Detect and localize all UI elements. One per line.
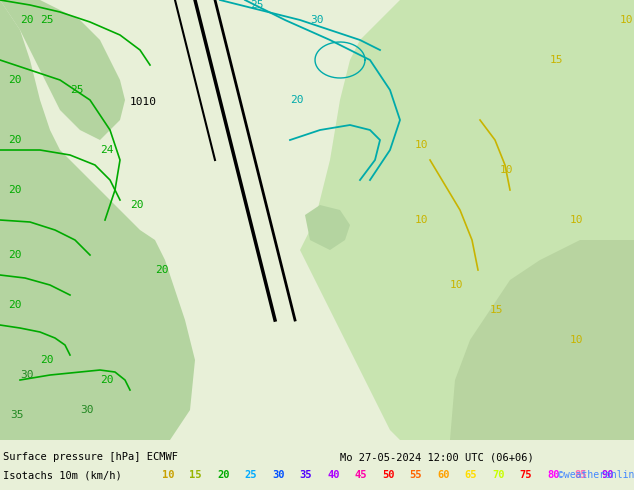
Text: 15: 15 (190, 470, 202, 480)
Text: 25: 25 (250, 0, 264, 10)
Text: 10: 10 (162, 470, 174, 480)
Text: 50: 50 (382, 470, 394, 480)
Text: 90: 90 (602, 470, 614, 480)
Text: 10: 10 (415, 140, 429, 150)
Text: 30: 30 (310, 15, 323, 25)
Text: 80: 80 (547, 470, 559, 480)
Text: 20: 20 (20, 15, 34, 25)
Text: 20: 20 (290, 95, 304, 105)
Text: 35: 35 (299, 470, 312, 480)
Text: 24: 24 (100, 145, 113, 155)
Text: 30: 30 (20, 370, 34, 380)
Text: 35: 35 (10, 410, 23, 420)
Text: 25: 25 (245, 470, 257, 480)
Text: 20: 20 (8, 135, 22, 145)
Text: 20: 20 (217, 470, 230, 480)
Text: 10: 10 (450, 280, 463, 290)
Text: 20: 20 (8, 250, 22, 260)
Polygon shape (0, 0, 195, 440)
Polygon shape (305, 205, 350, 250)
Text: 20: 20 (40, 355, 53, 365)
Text: 10: 10 (570, 335, 583, 345)
Polygon shape (400, 0, 634, 130)
Text: 20: 20 (8, 75, 22, 85)
Text: 55: 55 (410, 470, 422, 480)
Text: 20: 20 (155, 265, 169, 275)
Text: 1010: 1010 (130, 97, 157, 107)
Text: 30: 30 (80, 405, 93, 415)
Text: 30: 30 (272, 470, 285, 480)
Text: Mo 27-05-2024 12:00 UTC (06+06): Mo 27-05-2024 12:00 UTC (06+06) (340, 452, 534, 462)
Text: 10: 10 (570, 215, 583, 225)
Text: 75: 75 (519, 470, 532, 480)
Text: ©weatheronline.co.uk: ©weatheronline.co.uk (558, 470, 634, 480)
Text: 20: 20 (8, 300, 22, 310)
Polygon shape (450, 240, 634, 440)
Text: 20: 20 (8, 185, 22, 195)
Text: 25: 25 (40, 15, 53, 25)
Text: 15: 15 (490, 305, 503, 315)
Text: 20: 20 (100, 375, 113, 385)
Polygon shape (0, 0, 125, 140)
Text: 70: 70 (492, 470, 505, 480)
Text: 15: 15 (550, 55, 564, 65)
Text: Surface pressure [hPa] ECMWF: Surface pressure [hPa] ECMWF (3, 452, 178, 462)
Text: 45: 45 (354, 470, 367, 480)
Text: 10: 10 (620, 15, 633, 25)
Text: Isotachs 10m (km/h): Isotachs 10m (km/h) (3, 470, 122, 480)
Polygon shape (300, 0, 634, 440)
Text: 65: 65 (465, 470, 477, 480)
Text: 10: 10 (500, 165, 514, 175)
Text: 25: 25 (70, 85, 84, 95)
Text: 85: 85 (574, 470, 587, 480)
Text: 20: 20 (130, 200, 143, 210)
Text: 40: 40 (327, 470, 339, 480)
Text: 10: 10 (415, 215, 429, 225)
Text: 60: 60 (437, 470, 450, 480)
